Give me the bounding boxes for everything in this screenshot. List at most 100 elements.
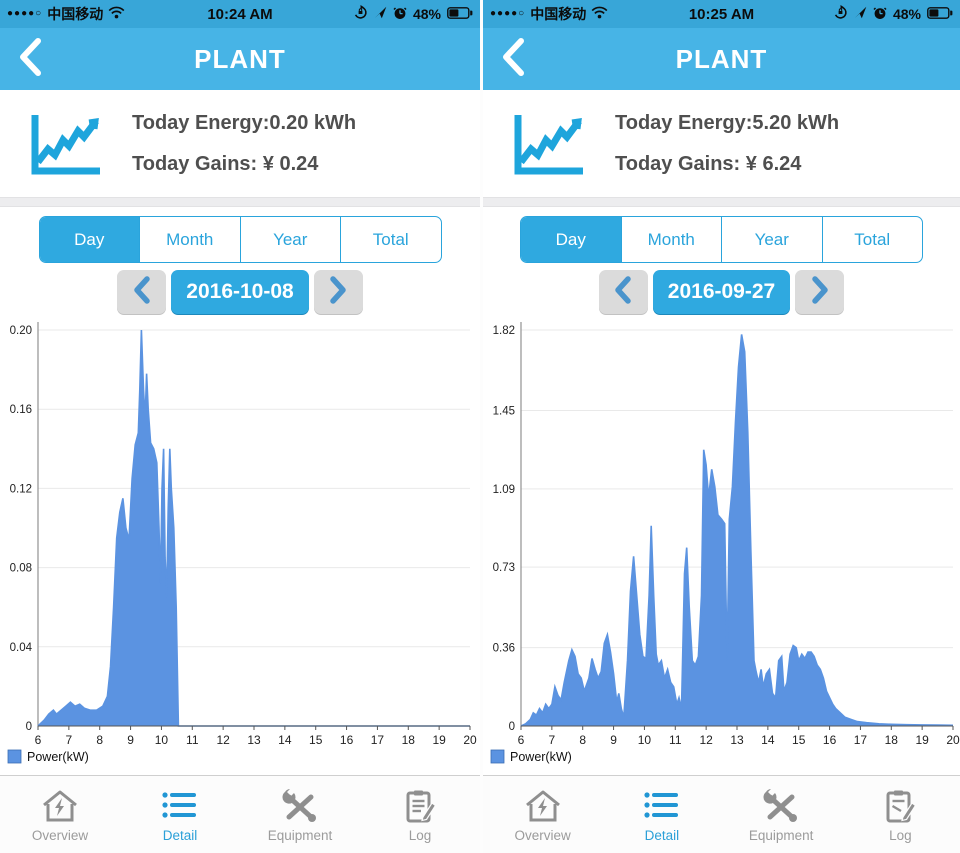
svg-text:17: 17 [371,733,385,747]
prev-date-button[interactable] [117,270,167,314]
status-right: 48% [353,5,473,23]
status-bar: ●●●●○ 中国移动 10:24 AM 48% [0,0,480,28]
tabs-row: Day Month Year Total [0,207,480,263]
svg-text:0: 0 [26,721,32,733]
today-gains-value: Today Gains: ¥ 0.24 [132,152,319,175]
bottom-nav: Overview Detail Equipment Log [483,775,960,853]
nav-item-log[interactable]: Log [360,776,480,853]
svg-text:0.36: 0.36 [493,643,515,655]
today-energy-value: Today Energy:0.20 kWh [132,111,357,134]
wifi-icon [108,6,125,22]
back-button[interactable] [10,37,50,82]
cell-signal-icon: ●●●●○ [7,7,43,19]
status-time: 10:25 AM [688,5,755,23]
panel-right: ●●●●○ 中国移动 10:25 AM 48% [480,0,960,853]
section-divider [483,197,960,207]
battery-icon [927,6,953,22]
prev-date-button[interactable] [598,270,648,314]
svg-text:0.08: 0.08 [10,563,32,575]
carrier-label: 中国移动 [530,6,587,22]
svg-text:8: 8 [96,733,103,747]
wifi-icon [591,6,608,22]
next-date-button[interactable] [795,270,845,314]
house-energy-icon [524,786,562,826]
tab-year[interactable]: Year [239,217,341,262]
period-tabs: Day Month Year Total [38,216,442,263]
tab-total[interactable]: Total [821,217,923,262]
back-button[interactable] [493,37,533,80]
svg-text:17: 17 [854,733,868,747]
battery-icon [447,6,473,22]
svg-text:9: 9 [610,733,617,747]
summary-card: Today Energy:0.20 kWh Today Gains: ¥ 0.2… [0,90,480,197]
chevron-left-icon [132,275,152,309]
battery-percent: 48% [412,6,441,22]
clipboard-pencil-icon [403,786,437,826]
chevron-left-icon [17,37,43,82]
svg-text:15: 15 [309,733,323,747]
panel-left: ●●●●○ 中国移动 10:24 AM 48% [0,0,480,853]
nav-header: PLANT [0,28,480,90]
status-right: 48% [833,5,953,23]
nav-label: Log [408,828,432,843]
tab-total[interactable]: Total [340,217,441,262]
nav-item-detail[interactable]: Detail [120,776,240,853]
battery-percent: 48% [892,6,921,22]
svg-text:1.45: 1.45 [493,406,515,418]
location-icon [854,6,867,22]
date-nav: 2016-10-08 [0,270,480,314]
nav-item-log[interactable]: Log [841,776,960,853]
page-title: PLANT [675,43,768,74]
nav-label: Detail [644,828,680,843]
alarm-icon [873,6,887,23]
orientation-lock-icon [353,5,368,23]
cell-signal-icon: ●●●●○ [490,7,526,19]
bullet-list-icon [161,786,199,826]
svg-text:15: 15 [792,733,806,747]
nav-label: Log [889,828,912,843]
bottom-nav: Overview Detail Equipment Log [0,775,480,853]
svg-text:0.16: 0.16 [10,404,32,416]
svg-text:13: 13 [730,733,744,747]
section-divider [0,197,480,207]
svg-text:18: 18 [885,733,899,747]
svg-text:16: 16 [340,733,354,747]
tab-month[interactable]: Month [139,217,240,262]
svg-text:Power(kW): Power(kW) [510,750,572,764]
svg-text:19: 19 [432,733,446,747]
tab-month[interactable]: Month [620,217,722,262]
svg-text:0.73: 0.73 [493,562,515,574]
next-date-button[interactable] [313,270,363,314]
nav-item-equipment[interactable]: Equipment [240,776,360,853]
nav-item-detail[interactable]: Detail [602,776,721,853]
svg-text:14: 14 [278,733,292,747]
svg-text:20: 20 [463,733,477,747]
svg-text:6: 6 [35,733,42,747]
nav-item-overview[interactable]: Overview [483,776,602,853]
alarm-icon [393,6,407,23]
orientation-lock-icon [833,5,848,23]
power-area-chart: 1.82 1.45 1.09 0.73 0.36 06 7 8 9 10 11 12 13 14 15 16 1… [490,322,960,764]
tab-year[interactable]: Year [721,217,822,262]
svg-text:6: 6 [518,733,525,747]
line-chart-icon [509,110,589,178]
svg-text:19: 19 [915,733,929,747]
svg-text:1.82: 1.82 [493,325,515,337]
nav-item-overview[interactable]: Overview [0,776,120,853]
status-bar: ●●●●○ 中国移动 10:25 AM 48% [483,0,960,28]
svg-text:0.20: 0.20 [10,325,32,337]
tabs-row: Day Month Year Total [483,207,960,263]
svg-text:10: 10 [155,733,169,747]
svg-text:7: 7 [549,733,556,747]
tab-day[interactable]: Day [39,217,139,262]
nav-item-equipment[interactable]: Equipment [722,776,841,853]
date-display[interactable]: 2016-10-08 [171,270,309,314]
crossed-tools-icon [281,786,319,826]
date-display[interactable]: 2016-09-27 [652,270,791,314]
nav-label: Overview [514,828,571,843]
line-chart-icon [26,110,106,178]
house-energy-icon [41,786,79,826]
tab-day[interactable]: Day [521,217,621,262]
nav-label: Equipment [267,828,333,843]
